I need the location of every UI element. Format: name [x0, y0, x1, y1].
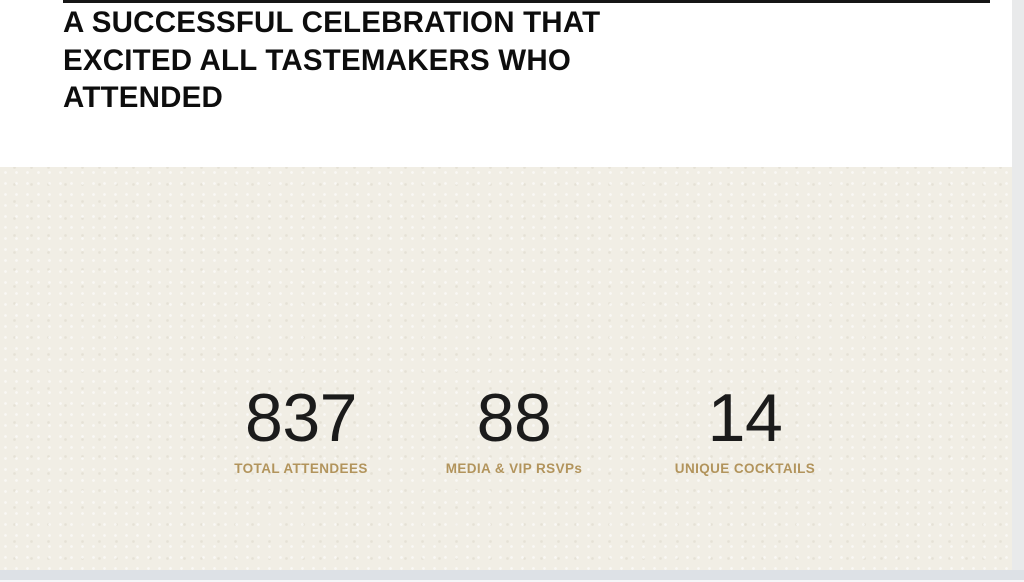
stats-panel: 837 TOTAL ATTENDEES 88 MEDIA & VIP RSVPs… [0, 167, 1012, 582]
stat-total-attendees: 837 TOTAL ATTENDEES [234, 384, 368, 476]
app-gutter-bottom-edge [0, 580, 1024, 582]
stat-value: 837 [234, 384, 368, 453]
stat-value: 88 [446, 384, 583, 453]
stat-label: UNIQUE COCKTAILS [674, 461, 816, 476]
app-gutter-bottom [0, 570, 1024, 580]
stat-value: 14 [675, 384, 815, 453]
stat-unique-cocktails: 14 UNIQUE COCKTAILS [674, 384, 816, 476]
slide-title-line-3: ATTENDED [63, 81, 224, 114]
title-rule [63, 0, 990, 3]
slide-title-line-1: A SUCCESSFUL CELEBRATION THAT [63, 6, 601, 39]
stat-label: MEDIA & VIP RSVPs [445, 461, 583, 476]
stat-label: TOTAL ATTENDEES [234, 461, 368, 476]
slide-title: A SUCCESSFUL CELEBRATION THAT EXCITED AL… [63, 4, 763, 117]
slide-title-line-2: EXCITED ALL TASTEMAKERS WHO [63, 43, 571, 77]
stat-number: 14 [707, 380, 783, 456]
stat-number: 88 [476, 380, 552, 456]
app-gutter-right [1012, 0, 1024, 582]
stat-media-vip-rsvps: 88 MEDIA & VIP RSVPs [445, 384, 583, 476]
stat-number: 837 [245, 380, 357, 456]
